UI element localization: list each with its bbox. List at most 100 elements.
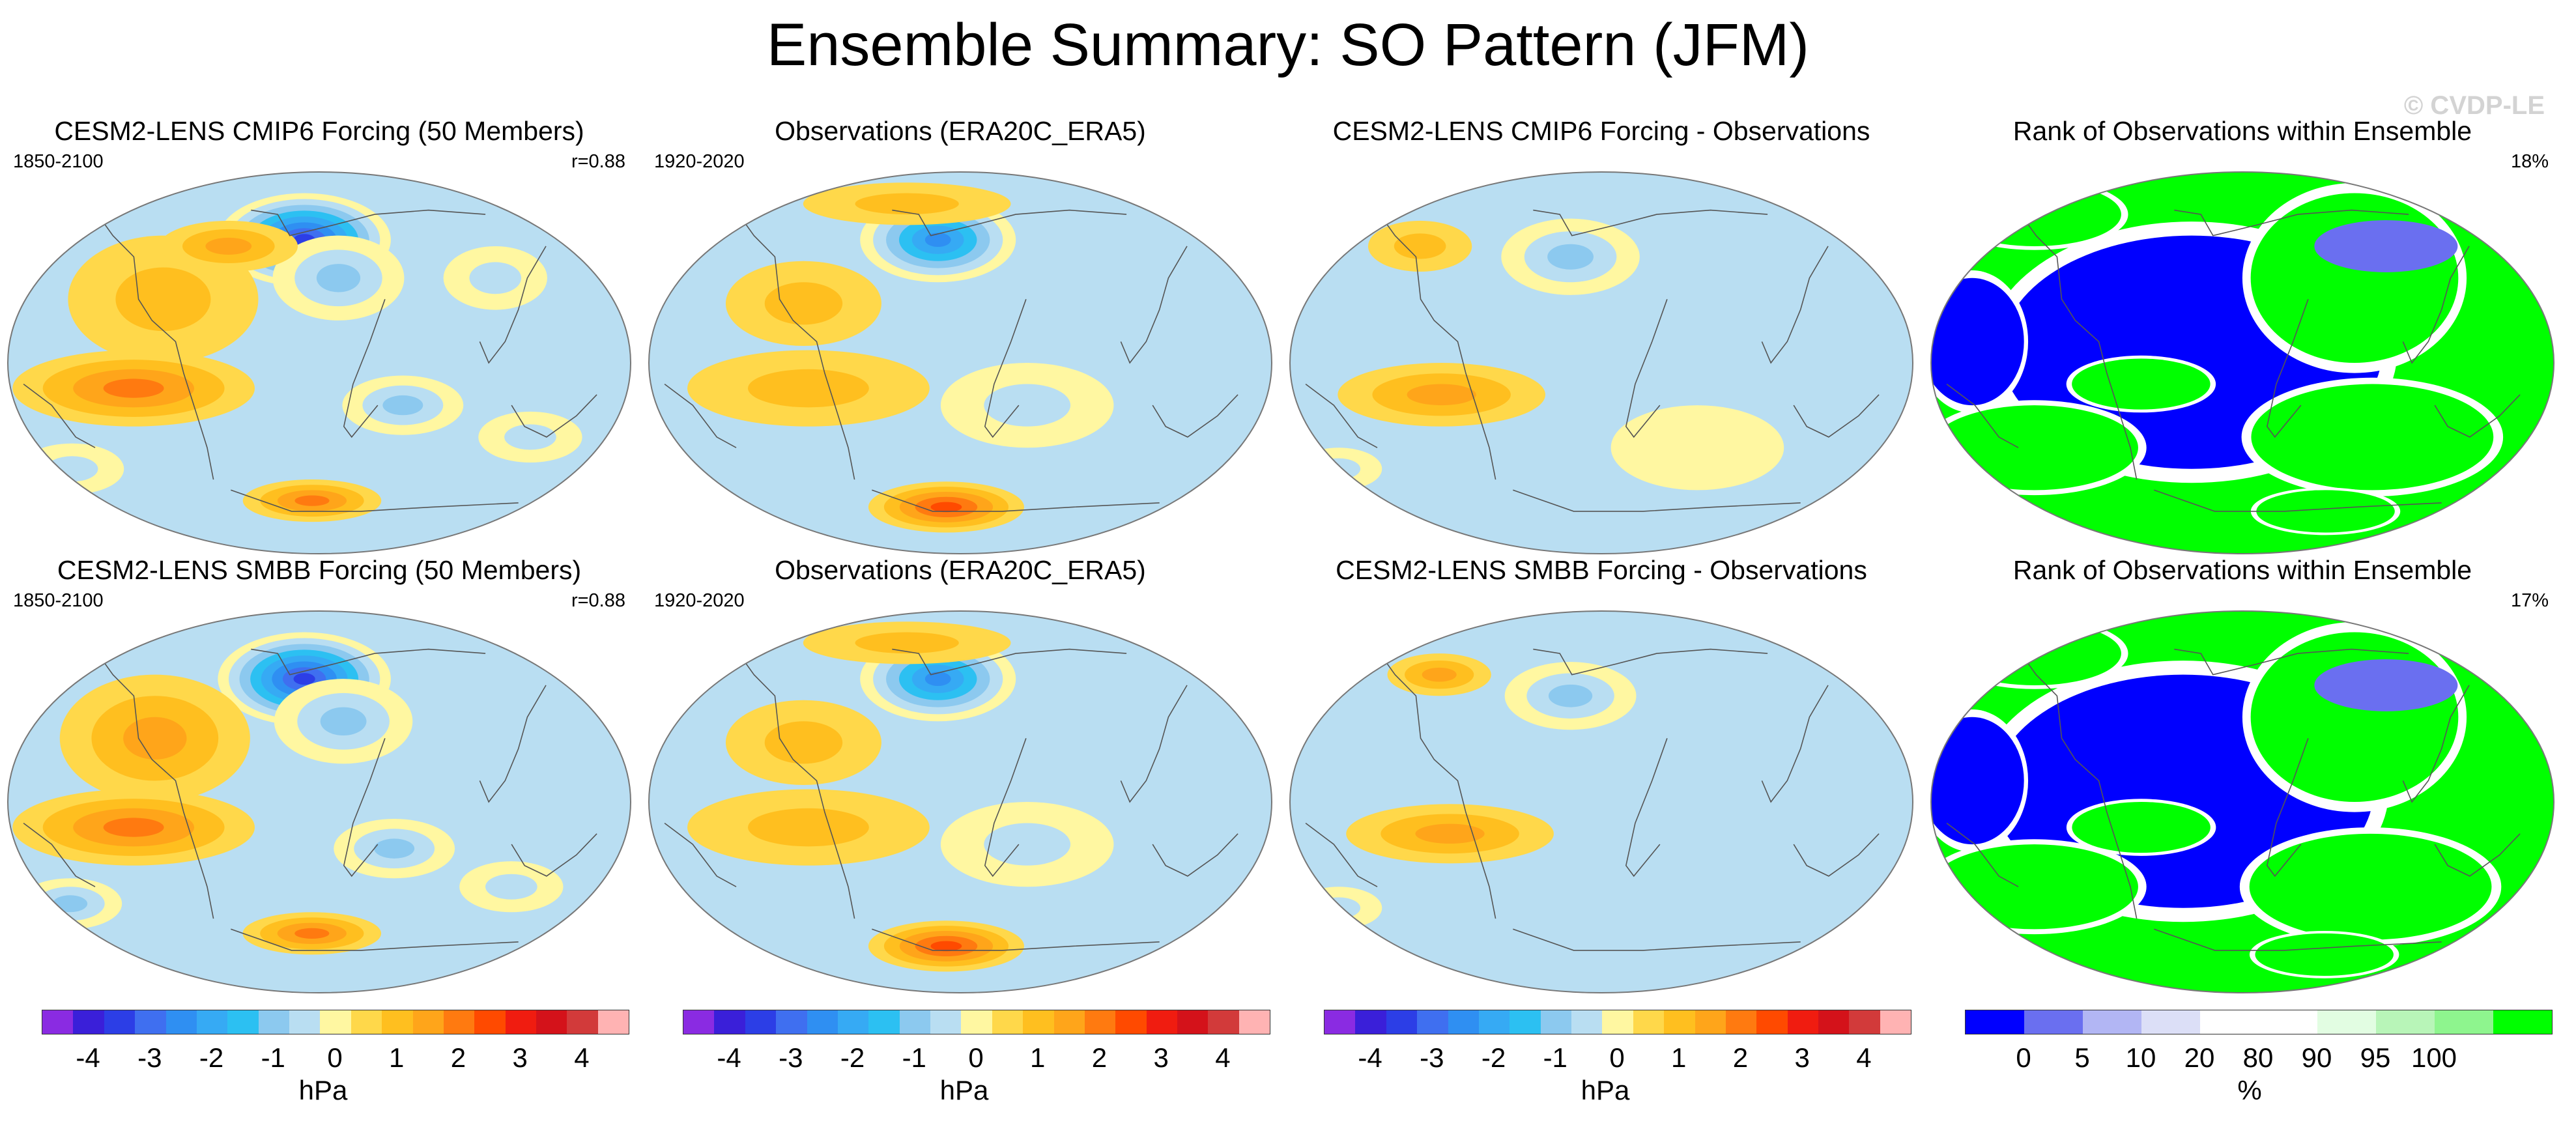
colorbar-swatch: [2376, 1010, 2435, 1034]
colorbar-slp-3: -4 -3 -2 -1 0 1 2 3 4 hPa: [1324, 1010, 1936, 1140]
coastline: [1120, 685, 1188, 803]
rank-blob: [1931, 717, 2024, 845]
map-plot: [1930, 171, 2555, 555]
contour-level: [764, 282, 843, 325]
colorbar-slp-1: -4 -3 -2 -1 0 1 2 3 4 hPa: [42, 1010, 654, 1140]
contour-level: [984, 384, 1071, 427]
colorbar-swatch: [745, 1010, 777, 1034]
colorbar-rank: 0 5 10 20 80 90 95 100 %: [1965, 1010, 2576, 1140]
colorbar-swatch: [683, 1010, 715, 1034]
coastline: [1152, 833, 1238, 877]
colorbar-tick: 1: [1671, 1042, 1687, 1073]
rank-blob: [2314, 659, 2458, 711]
colorbar-tick: -3: [779, 1042, 803, 1073]
colorbar-swatch: [1849, 1010, 1880, 1034]
colorbar-swatch: [1448, 1010, 1479, 1034]
contour-level: [1610, 405, 1784, 491]
colorbar-swatch: [899, 1010, 930, 1034]
contour-level: [485, 874, 537, 900]
colorbar-tick: 1: [389, 1042, 405, 1073]
map-panel: Observations (ERA20C_ERA5) 1920-2020: [641, 554, 1280, 997]
colorbar-swatch: [1756, 1010, 1788, 1034]
colorbar-swatch: [837, 1010, 869, 1034]
contour-level: [984, 823, 1071, 866]
coastline: [2434, 833, 2521, 877]
coastline: [231, 928, 519, 951]
colorbar-swatch: [2083, 1010, 2141, 1034]
coastline: [1533, 648, 1768, 676]
coastline: [892, 209, 1127, 236]
coastline: [872, 489, 1160, 512]
colorbar-swatch: [382, 1010, 413, 1034]
colorbar-swatch: [227, 1010, 259, 1034]
map-border: [7, 171, 631, 554]
colorbar-swatch: [992, 1010, 1023, 1034]
colorbar-swatch: [1540, 1010, 1571, 1034]
colorbar-swatch: [1238, 1010, 1270, 1034]
map-border: [1930, 610, 2555, 993]
colorbar-tick: -1: [1543, 1042, 1567, 1073]
colorbar-tick: 1: [1030, 1042, 1046, 1073]
contour-level: [747, 808, 869, 847]
contour-level: [1422, 667, 1457, 682]
colorbar-tick: 5: [2074, 1042, 2090, 1073]
coastline: [2020, 214, 2138, 480]
panel-title: CESM2-LENS SMBB Forcing (50 Members): [57, 555, 582, 585]
coastline: [2154, 928, 2442, 951]
panel-title: Rank of Observations within Ensemble: [2012, 555, 2472, 585]
colorbar-swatch: [1023, 1010, 1054, 1034]
page-title: Ensemble Summary: SO Pattern (JFM): [766, 12, 1810, 78]
coastline: [664, 822, 737, 887]
coastline: [231, 489, 519, 512]
contour-level: [1317, 897, 1361, 919]
panel-title: CESM2-LENS CMIP6 Forcing - Observations: [1332, 116, 1870, 146]
coastline: [511, 394, 597, 438]
colorbar-swatch: [1115, 1010, 1147, 1034]
contour-level: [1407, 384, 1476, 406]
map-plot: [648, 171, 1273, 555]
coastline: [343, 738, 386, 877]
colorbar-tick: 95: [2360, 1042, 2391, 1073]
coastline: [2154, 489, 2442, 512]
contour-level: [469, 262, 522, 294]
colorbar-swatch: [1633, 1010, 1665, 1034]
colorbar-tick: -4: [76, 1042, 100, 1073]
colorbar-tick: 3: [512, 1042, 528, 1073]
coastline: [2266, 299, 2309, 438]
colorbar-tick: 0: [2016, 1042, 2031, 1073]
contour-level: [1317, 458, 1361, 480]
colorbar-tick: -3: [1420, 1042, 1444, 1073]
colorbar-swatch: [42, 1010, 74, 1034]
colorbar-unit: hPa: [1581, 1075, 1630, 1105]
map-border: [1930, 171, 2555, 554]
map-panel: Observations (ERA20C_ERA5) 1920-2020: [641, 115, 1280, 558]
colorbar-tick: -2: [1481, 1042, 1506, 1073]
colorbar-swatch: [1084, 1010, 1116, 1034]
map-panel: Rank of Observations within Ensemble 17%: [1923, 554, 2562, 997]
colorbar-swatch: [597, 1010, 629, 1034]
panel-stat: 17%: [2510, 590, 2549, 611]
colorbar-tick: -4: [1358, 1042, 1382, 1073]
contour-level: [764, 721, 843, 764]
colorbar-tick: 100: [2411, 1042, 2457, 1073]
coastline: [1625, 738, 1668, 877]
coastline: [97, 653, 214, 919]
contour-level: [115, 267, 211, 332]
colorbar-swatch: [1478, 1010, 1510, 1034]
colorbar-swatch: [443, 1010, 475, 1034]
contour-level: [123, 717, 187, 760]
contour-level: [103, 378, 164, 398]
contour-level: [924, 233, 951, 248]
coastline: [511, 833, 597, 877]
colorbar-swatch: [1966, 1010, 2024, 1034]
contour-level: [320, 707, 367, 735]
panel-period: 1850-2100: [13, 590, 104, 611]
coastline: [251, 209, 486, 236]
colorbar-swatch: [536, 1010, 567, 1034]
coastline: [2174, 648, 2409, 676]
map-border: [648, 171, 1272, 554]
colorbar-swatch: [930, 1010, 962, 1034]
coastline: [872, 928, 1160, 951]
rank-blob: [2249, 833, 2492, 940]
coastline: [251, 648, 486, 676]
